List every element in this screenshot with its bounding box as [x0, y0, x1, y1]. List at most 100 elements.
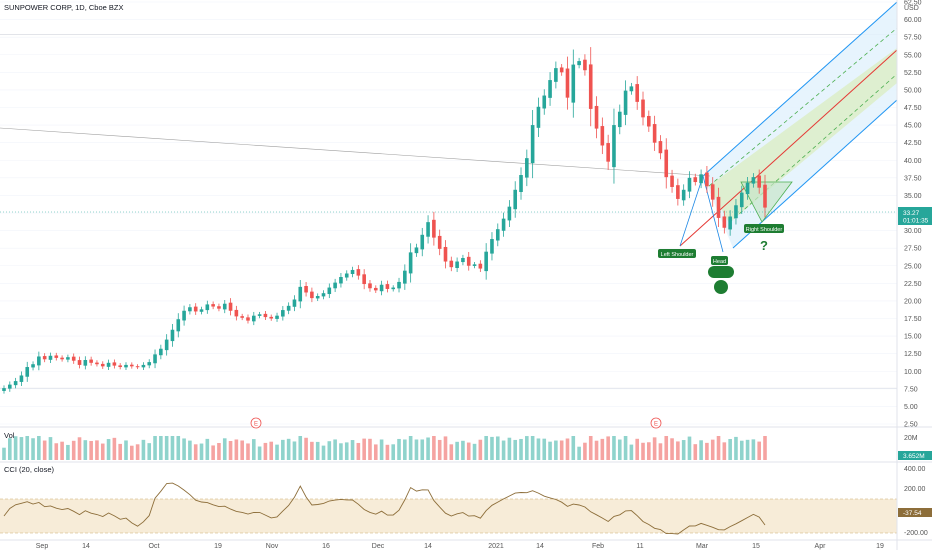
price-tick-label: 55.00: [904, 52, 922, 59]
candle-body: [722, 216, 727, 228]
volume-bar: [240, 440, 244, 460]
time-tick-label: 14: [424, 543, 432, 550]
volume-bar: [652, 437, 657, 460]
time-tick-label: 15: [752, 543, 760, 550]
candle-body: [432, 219, 436, 238]
candle-body: [606, 143, 610, 162]
price-tick-label: 37.50: [904, 175, 922, 182]
currency-label: USD: [904, 5, 919, 12]
volume-bar: [315, 441, 320, 460]
price-tick-label: 62.50: [904, 0, 922, 7]
volume-bar: [507, 437, 512, 460]
volume-bar: [153, 436, 157, 460]
volume-bar: [617, 439, 622, 460]
candle-body: [379, 284, 384, 292]
candle-body: [542, 95, 547, 109]
volume-bar: [228, 440, 233, 460]
channel-lower-line: [732, 99, 898, 249]
candle-body: [658, 141, 663, 154]
candle-body: [507, 206, 512, 221]
candle-body: [356, 269, 361, 276]
candle-body: [292, 299, 297, 307]
candle-body: [304, 286, 308, 293]
time-tick-label: Feb: [592, 543, 604, 550]
volume-bar: [310, 441, 314, 460]
candle-body: [147, 362, 152, 366]
price-tick-label: 35.00: [904, 193, 922, 200]
candle-body: [495, 229, 500, 241]
candle-body: [135, 366, 140, 368]
volume-bar: [542, 438, 547, 460]
earnings-marker[interactable]: E: [650, 417, 662, 429]
candle-body: [8, 384, 12, 389]
volume-bar: [269, 441, 274, 460]
candle-body: [333, 282, 337, 289]
candle-body: [269, 316, 274, 319]
price-tick-label: 5.00: [904, 404, 918, 411]
candle-body: [588, 64, 593, 109]
volume-bar: [188, 440, 192, 460]
volume-bar: [159, 436, 163, 460]
candle-body: [548, 80, 552, 98]
volume-bar: [164, 436, 169, 460]
time-tick-label: 11: [636, 543, 643, 550]
volume-bar: [100, 443, 105, 460]
candle-body: [66, 357, 70, 360]
volume-bar: [286, 438, 291, 460]
trend-line-long: [0, 127, 711, 177]
price-tick-label: 45.00: [904, 123, 922, 130]
volume-bar: [217, 443, 221, 460]
candle-body: [664, 149, 669, 178]
volume-bar: [629, 444, 634, 460]
volume-bar: [391, 444, 396, 460]
candle-body: [199, 309, 204, 312]
volume-bar: [693, 444, 698, 460]
svg-text:E: E: [654, 422, 658, 428]
candle-body: [170, 329, 175, 342]
candle-body: [739, 192, 744, 208]
candle-body: [763, 184, 767, 208]
candle-body: [182, 310, 186, 321]
symbol-header[interactable]: SUNPOWER CORP, 1D, Cboe BZX: [4, 3, 124, 12]
volume-bar: [141, 439, 146, 460]
candle-body: [437, 235, 442, 249]
volume-bar: [304, 437, 308, 460]
candle-body: [403, 270, 407, 284]
earnings-marker[interactable]: E: [250, 417, 262, 429]
candle-body: [751, 177, 756, 184]
time-tick-label: 2021: [488, 543, 504, 550]
head-label: Head: [711, 256, 728, 265]
volume-bar: [495, 436, 500, 460]
volume-bar: [60, 441, 64, 460]
volume-bar: [356, 442, 361, 460]
price-tick-label: 25.00: [904, 263, 922, 270]
volume-bars: [2, 436, 767, 460]
volume-bar: [106, 439, 111, 460]
candle-body: [310, 291, 314, 299]
volume-bar: [292, 441, 297, 460]
svg-text:33.27: 33.27: [903, 210, 920, 217]
candle-body: [77, 360, 82, 365]
candle-body: [559, 67, 564, 73]
svg-text:01:01:35: 01:01:35: [903, 218, 929, 225]
price-tick-label: 10.00: [904, 369, 922, 376]
candle-body: [83, 359, 88, 366]
channel-upper-line: [702, 1, 898, 177]
price-tick-label: 42.50: [904, 140, 922, 147]
time-axis[interactable]: Sep 14 Oct 19 Nov 16 Dec 14 2021 14 Feb 11 Mar 15 Apr 1…: [36, 543, 884, 550]
candle-body: [118, 365, 122, 368]
candle-body: [641, 99, 645, 118]
volume-bar: [71, 440, 76, 460]
volume-bar: [327, 441, 332, 460]
channel-mid-upper-line: [708, 27, 898, 187]
price-axis[interactable]: 62.50 60.00 57.50 55.00 52.50 50.00 47.50 45.00…: [904, 0, 922, 429]
candle-body: [710, 184, 715, 200]
volume-bar: [530, 436, 535, 460]
candle-body: [536, 106, 541, 128]
candle-body: [130, 364, 134, 367]
volume-bar: [490, 436, 494, 460]
time-tick-label: Oct: [149, 543, 160, 550]
candle-body: [513, 189, 518, 210]
